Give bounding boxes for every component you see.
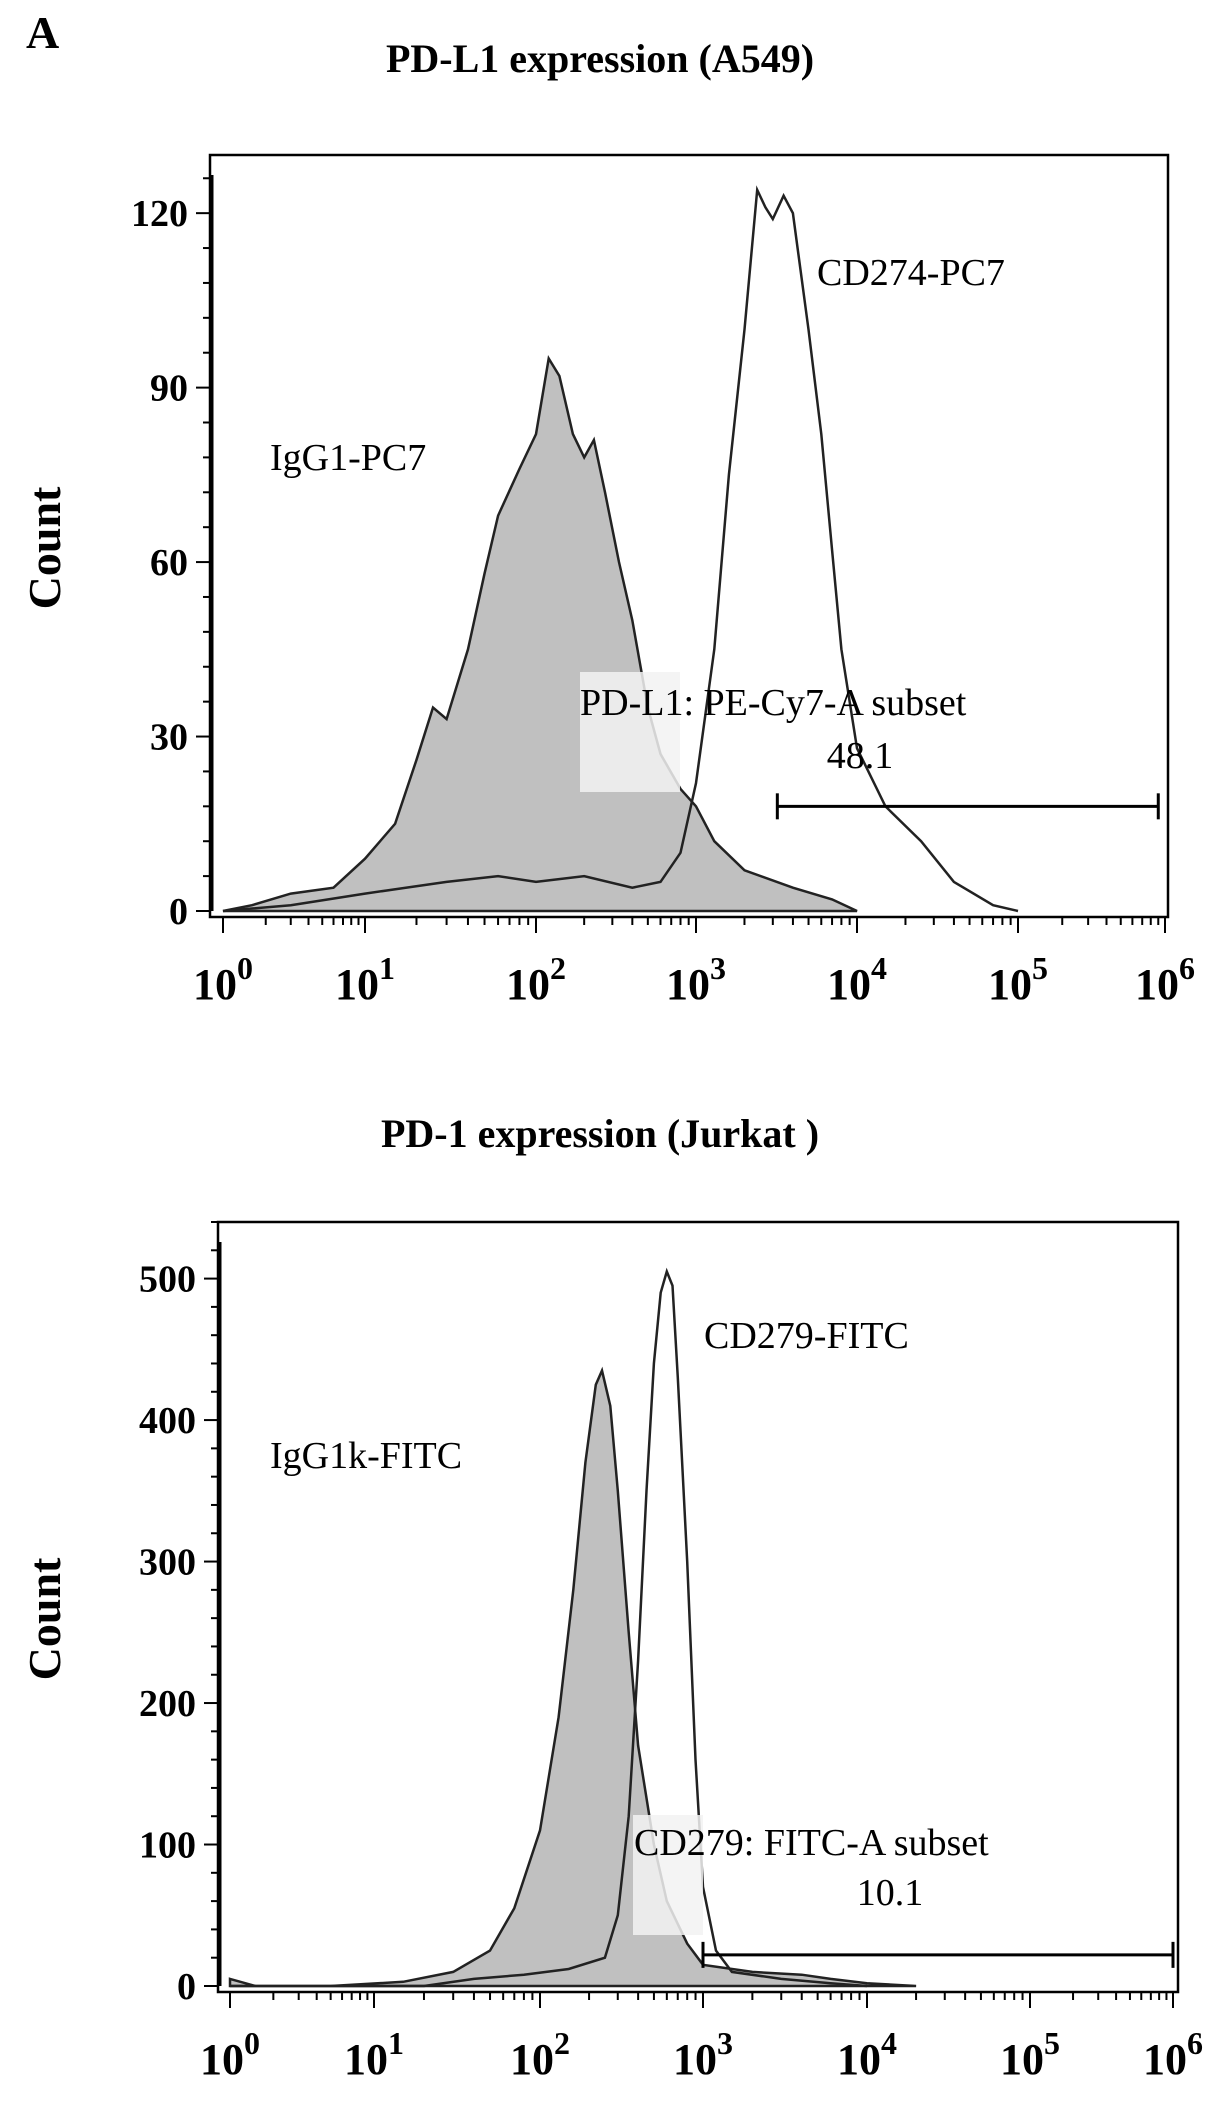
chart1-xtick-label: 106 bbox=[1135, 950, 1195, 1009]
chart1-xtick-label: 104 bbox=[827, 950, 887, 1009]
chart1-gate-value: 48.1 bbox=[827, 735, 894, 777]
chart2-xtick-label: 101 bbox=[344, 2025, 404, 2084]
chart2-ytick-label: 400 bbox=[139, 1400, 196, 1442]
chart2-ylabel: Count bbox=[19, 1557, 70, 1680]
chart2-series-cd279-fitc bbox=[230, 1267, 868, 1988]
chart2-series-label-igg1k-fitc: IgG1k-FITC bbox=[270, 1435, 462, 1477]
chart1-xtick-label: 100 bbox=[193, 950, 253, 1009]
chart1-series-label-cd274-pc7: CD274-PC7 bbox=[817, 252, 1005, 294]
chart2-ytick-label: 100 bbox=[139, 1825, 196, 1867]
chart2-xtick-label: 100 bbox=[200, 2025, 260, 2084]
chart1-series-cd274-pc7 bbox=[222, 185, 1019, 913]
chart1-ytick-label: 0 bbox=[169, 891, 188, 933]
chart1-gate-label-box bbox=[580, 672, 680, 792]
chart1-ytick-label: 120 bbox=[131, 193, 188, 235]
chart2-plot-frame bbox=[216, 1220, 1180, 1994]
chart1-gate-label: PD-L1: PE-Cy7-A subset bbox=[580, 682, 967, 724]
chart1-xtick-label: 103 bbox=[666, 950, 726, 1009]
chart2-ytick-label: 300 bbox=[139, 1542, 196, 1584]
chart1: PD-L1 expression (A549) Count PD-L1: PE-Cy… bbox=[19, 36, 1195, 1009]
chart1-xtick-label: 102 bbox=[506, 950, 566, 1009]
panel-label: A bbox=[26, 7, 60, 58]
chart2-ytick-label: 200 bbox=[139, 1683, 196, 1725]
chart2-xtick-label: 104 bbox=[837, 2025, 897, 2084]
chart2-ytick-label: 0 bbox=[177, 1966, 196, 2008]
chart2-xtick-label: 105 bbox=[1000, 2025, 1060, 2084]
chart1-title: PD-L1 expression (A549) bbox=[386, 36, 814, 81]
chart1-series-label-igg1-pc7: IgG1-PC7 bbox=[270, 437, 426, 479]
chart2-series-label-cd279-fitc: CD279-FITC bbox=[704, 1315, 909, 1357]
chart2-xtick-label: 106 bbox=[1143, 2025, 1203, 2084]
chart2-xtick-label: 102 bbox=[510, 2025, 570, 2084]
chart1-ytick-label: 90 bbox=[150, 368, 188, 410]
chart1-series-igg1-pc7 bbox=[222, 354, 858, 913]
chart2-gate-label: CD279: FITC-A subset bbox=[634, 1822, 989, 1864]
chart2-gate-label-box bbox=[633, 1815, 703, 1935]
chart2-series-igg1k-fitc bbox=[228, 1366, 917, 1988]
chart1-xtick-label: 105 bbox=[988, 950, 1048, 1009]
chart2-gate-value: 10.1 bbox=[857, 1872, 924, 1914]
chart1-ytick-label: 60 bbox=[150, 542, 188, 584]
chart2-ytick-label: 500 bbox=[139, 1259, 196, 1301]
chart2-title: PD-1 expression (Jurkat ) bbox=[381, 1111, 819, 1156]
chart1-xtick-label: 101 bbox=[335, 950, 395, 1009]
chart1-ylabel: Count bbox=[19, 486, 70, 609]
chart2-xtick-label: 103 bbox=[673, 2025, 733, 2084]
chart1-ytick-label: 30 bbox=[150, 717, 188, 759]
chart2: PD-1 expression (Jurkat ) Count CD279: FIT… bbox=[19, 1111, 1203, 2084]
